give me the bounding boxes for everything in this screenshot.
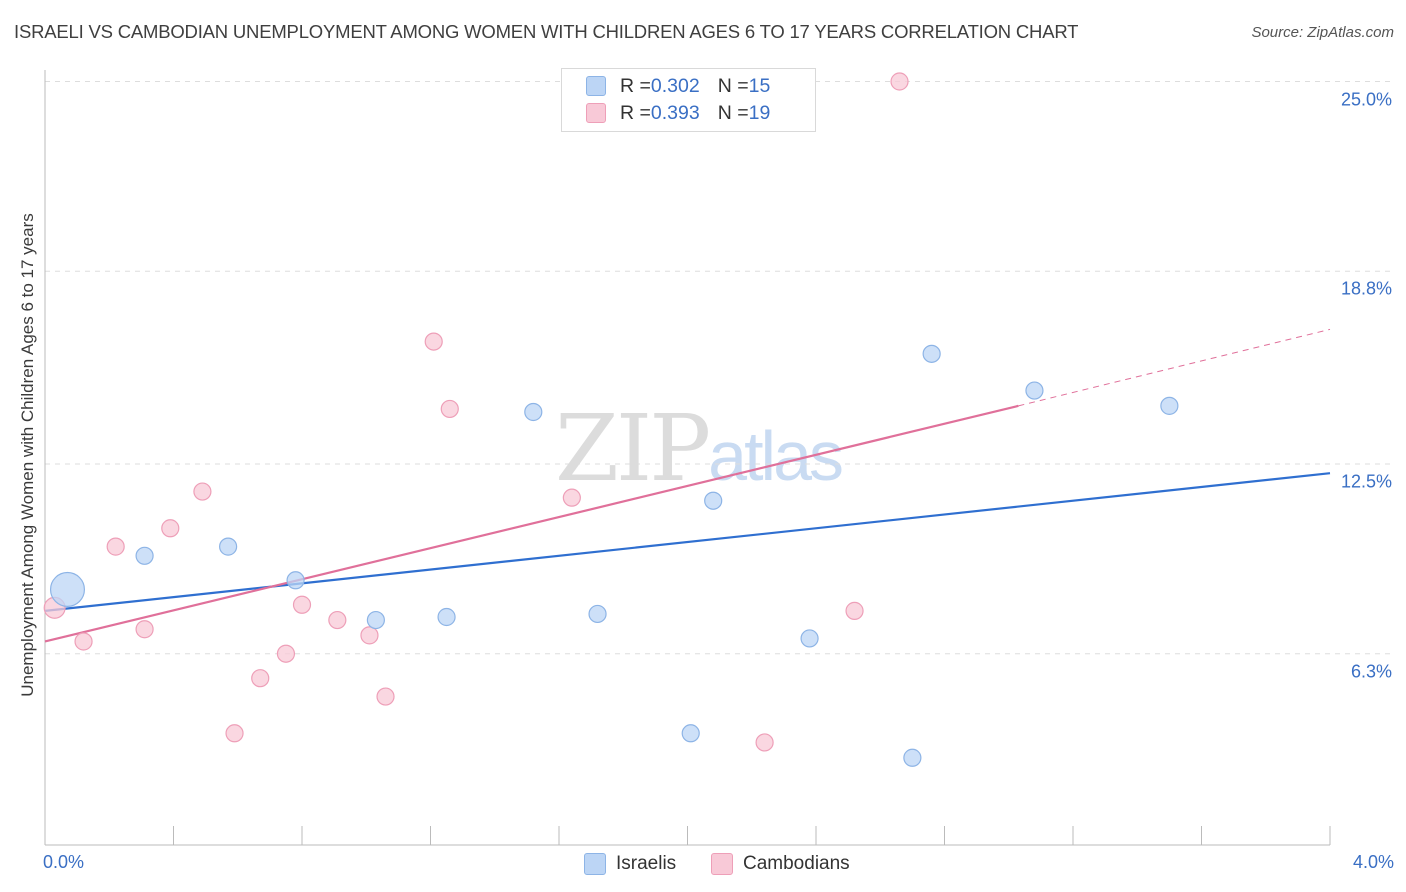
bottom-legend-israelis[interactable]: Israelis (584, 852, 676, 876)
cambodian-swatch (586, 103, 606, 123)
israeli-point (524, 402, 543, 422)
watermark: ZIPatlas (555, 395, 844, 502)
israeli-point (49, 571, 86, 607)
legend-n-value: 19 (748, 101, 771, 124)
legend-n-value: 15 (748, 74, 771, 97)
chart-title: ISRAELI VS CAMBODIAN UNEMPLOYMENT AMONG … (14, 21, 1079, 42)
cambodian-point (376, 687, 395, 706)
data-points (43, 72, 1179, 767)
legend-r-label: R = (620, 101, 651, 124)
cambodian-point (360, 626, 379, 645)
israeli-point (437, 607, 456, 627)
cambodian-point (845, 601, 864, 620)
cambodian-point (755, 733, 774, 752)
israeli-point (922, 344, 941, 363)
israeli-point (588, 604, 607, 624)
israeli-point (704, 491, 723, 510)
x-tick-label: 0.0% (43, 852, 85, 872)
israeli-point (366, 610, 385, 630)
israeli-point (135, 546, 154, 565)
cambodian-point (276, 644, 296, 663)
israelis-trend-line (44, 472, 1331, 612)
cambodian-point (890, 72, 909, 91)
cambodian-point (440, 399, 459, 419)
cambodian-point (292, 595, 312, 614)
legend-n-label: N = (717, 74, 749, 97)
source-credit: Source: ZipAtlas.com (1251, 24, 1394, 41)
y-axis-label: Unemployment Among Women with Children A… (18, 213, 37, 697)
israeli-swatch (586, 76, 606, 96)
y-tick-label: 6.3% (1350, 661, 1392, 682)
israeli-point (1025, 381, 1044, 400)
cambodian-point (251, 669, 270, 688)
watermark-zip: ZIP (555, 395, 711, 502)
cambodians-trend-extension (1018, 328, 1331, 407)
israeli-point (286, 571, 305, 590)
bottom-legend-cambodians[interactable]: Cambodians (711, 852, 850, 876)
israeli-point (1160, 396, 1179, 415)
x-tick-label: 4.0% (1352, 852, 1394, 872)
y-tick-label: 25.0% (1340, 89, 1392, 109)
cambodians-trend-line (44, 404, 1019, 643)
correlation-legend: R = 0.302 N = 15 R = 0.393 N = 19 (561, 68, 816, 132)
cambodian-point (106, 537, 125, 556)
legend-row-cambodian: R = 0.393 N = 19 (586, 100, 770, 126)
legend-row-israeli: R = 0.302 N = 15 (586, 73, 770, 99)
israeli-point (800, 629, 819, 648)
axes (44, 70, 1331, 846)
watermark-atlas: atlas (708, 417, 844, 495)
cambodian-point (74, 632, 93, 651)
israelis-swatch (584, 853, 606, 875)
israeli-point (903, 748, 922, 767)
cambodians-swatch (711, 853, 733, 875)
legend-r-label: R = (620, 74, 651, 97)
legend-r-value: 0.393 (650, 101, 700, 124)
cambodian-point (193, 482, 212, 501)
israeli-point (681, 724, 700, 743)
israelis-label: Israelis (616, 853, 677, 874)
cambodian-point (424, 332, 443, 351)
cambodians-label: Cambodians (743, 853, 850, 874)
trend-lines (44, 328, 1331, 643)
y-tick-label: 18.8% (1340, 278, 1392, 299)
legend-n-label: N = (717, 101, 749, 124)
cambodian-point (328, 610, 347, 630)
gridlines (45, 81, 1392, 655)
y-tick-label: 12.5% (1340, 471, 1392, 492)
israeli-point (219, 537, 238, 556)
cambodian-point (135, 620, 154, 639)
legend-r-value: 0.302 (650, 74, 700, 97)
cambodian-point (225, 724, 244, 743)
cambodian-point (161, 519, 180, 538)
cambodian-point (562, 488, 581, 507)
